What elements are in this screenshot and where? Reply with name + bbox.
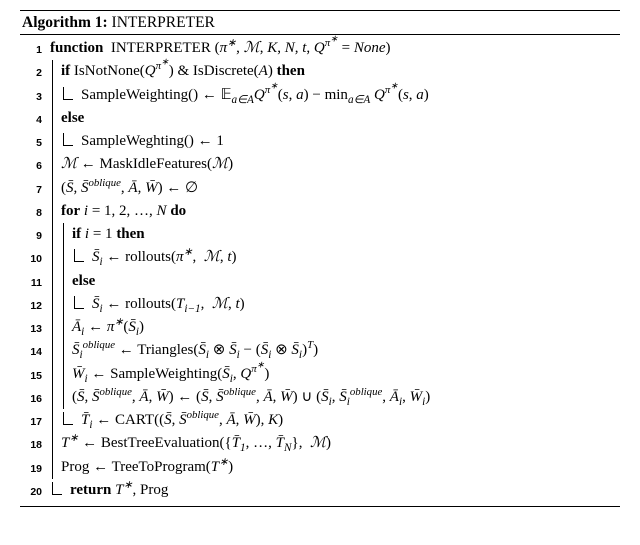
line-number: 2 xyxy=(20,60,42,81)
line-number: 20 xyxy=(20,479,42,500)
algorithm-block: Algorithm 1: INTERPRETER 1 function INTE… xyxy=(20,10,620,507)
line-number: 15 xyxy=(20,363,42,384)
code-line: 9 if i = 1 then xyxy=(20,223,620,246)
algorithm-header: Algorithm 1: INTERPRETER xyxy=(20,11,620,34)
code-text: Prog ← TreeToProgram(T∗) xyxy=(53,456,233,479)
code-line: 17 T̄i ← CART((S̄, S̄oblique, Ā, W̄), K) xyxy=(20,409,620,432)
code-text: Āi ← π∗(S̄i) xyxy=(64,316,144,339)
line-number: 19 xyxy=(20,456,42,477)
code-line: 2 if IsNotNone(Qπ∗) & IsDiscrete(A) then xyxy=(20,60,620,83)
code-line: 15 W̄i ← SampleWeighting(S̄i, Qπ∗) xyxy=(20,363,620,386)
code-text: (S̄, S̄oblique, Ā, W̄) ← (S̄, S̄oblique,… xyxy=(64,386,430,409)
code-line: 1 function INTERPRETER (π∗, ℳ, K, N, t, … xyxy=(20,37,620,60)
code-line: 6 ℳ ← MaskIdleFeatures(ℳ) xyxy=(20,153,620,176)
code-text: SampleWeighting() ← 𝔼a∈AQπ∗(s, a) − mina… xyxy=(73,84,429,107)
code-text: SampleWeghting() ← 1 xyxy=(73,130,224,153)
code-line: 14 S̄ioblique ← Triangles(S̄i ⊗ S̄i − (S… xyxy=(20,339,620,362)
code-text: S̄i ← rollouts(Ti−1, ℳ, t) xyxy=(84,293,245,316)
algorithm-body: 1 function INTERPRETER (π∗, ℳ, K, N, t, … xyxy=(20,35,620,502)
code-line: 3 SampleWeighting() ← 𝔼a∈AQπ∗(s, a) − mi… xyxy=(20,84,620,107)
code-line: 10 S̄i ← rollouts(π∗, ℳ, t) xyxy=(20,246,620,269)
line-number: 10 xyxy=(20,246,42,267)
code-text: T̄i ← CART((S̄, S̄oblique, Ā, W̄), K) xyxy=(73,409,283,432)
code-line: 16 (S̄, S̄oblique, Ā, W̄) ← (S̄, S̄obliq… xyxy=(20,386,620,409)
code-text: (S̄, S̄oblique, Ā, W̄) ← ∅ xyxy=(53,177,198,200)
line-number: 1 xyxy=(20,37,42,58)
line-number: 14 xyxy=(20,339,42,360)
code-line: 11 else xyxy=(20,270,620,293)
code-line: 4 else xyxy=(20,107,620,130)
line-number: 3 xyxy=(20,84,42,105)
algorithm-number: Algorithm 1: xyxy=(22,14,108,31)
line-number: 13 xyxy=(20,316,42,337)
line-number: 11 xyxy=(20,270,42,291)
line-number: 17 xyxy=(20,409,42,430)
line-number: 9 xyxy=(20,223,42,244)
code-text: S̄i ← rollouts(π∗, ℳ, t) xyxy=(84,246,237,269)
code-text: return T∗, Prog xyxy=(62,479,168,502)
code-text: ℳ ← MaskIdleFeatures(ℳ) xyxy=(53,153,233,176)
code-text: S̄ioblique ← Triangles(S̄i ⊗ S̄i − (S̄i … xyxy=(64,339,318,362)
code-text: else xyxy=(53,107,84,130)
line-number: 6 xyxy=(20,153,42,174)
code-line: 12 S̄i ← rollouts(Ti−1, ℳ, t) xyxy=(20,293,620,316)
code-line: 7 (S̄, S̄oblique, Ā, W̄) ← ∅ xyxy=(20,177,620,200)
code-line: 8 for i = 1, 2, …, N do xyxy=(20,200,620,223)
code-text: if i = 1 then xyxy=(64,223,145,246)
code-text: function INTERPRETER (π∗, ℳ, K, N, t, Qπ… xyxy=(42,37,391,60)
code-text: else xyxy=(64,270,95,293)
line-number: 4 xyxy=(20,107,42,128)
code-text: for i = 1, 2, …, N do xyxy=(53,200,186,223)
line-number: 8 xyxy=(20,200,42,221)
algorithm-name: INTERPRETER xyxy=(112,14,215,31)
code-line: 20 return T∗, Prog xyxy=(20,479,620,502)
code-line: 19 Prog ← TreeToProgram(T∗) xyxy=(20,456,620,479)
code-line: 18 T∗ ← BestTreeEvaluation({T̄1, …, T̄N}… xyxy=(20,432,620,455)
code-text: if IsNotNone(Qπ∗) & IsDiscrete(A) then xyxy=(53,60,305,83)
line-number: 5 xyxy=(20,130,42,151)
line-number: 16 xyxy=(20,386,42,407)
bottom-rule xyxy=(20,506,620,507)
line-number: 7 xyxy=(20,177,42,198)
code-line: 5 SampleWeghting() ← 1 xyxy=(20,130,620,153)
line-number: 12 xyxy=(20,293,42,314)
code-text: W̄i ← SampleWeighting(S̄i, Qπ∗) xyxy=(64,363,269,386)
code-text: T∗ ← BestTreeEvaluation({T̄1, …, T̄N}, ℳ… xyxy=(53,432,331,455)
code-line: 13 Āi ← π∗(S̄i) xyxy=(20,316,620,339)
line-number: 18 xyxy=(20,432,42,453)
